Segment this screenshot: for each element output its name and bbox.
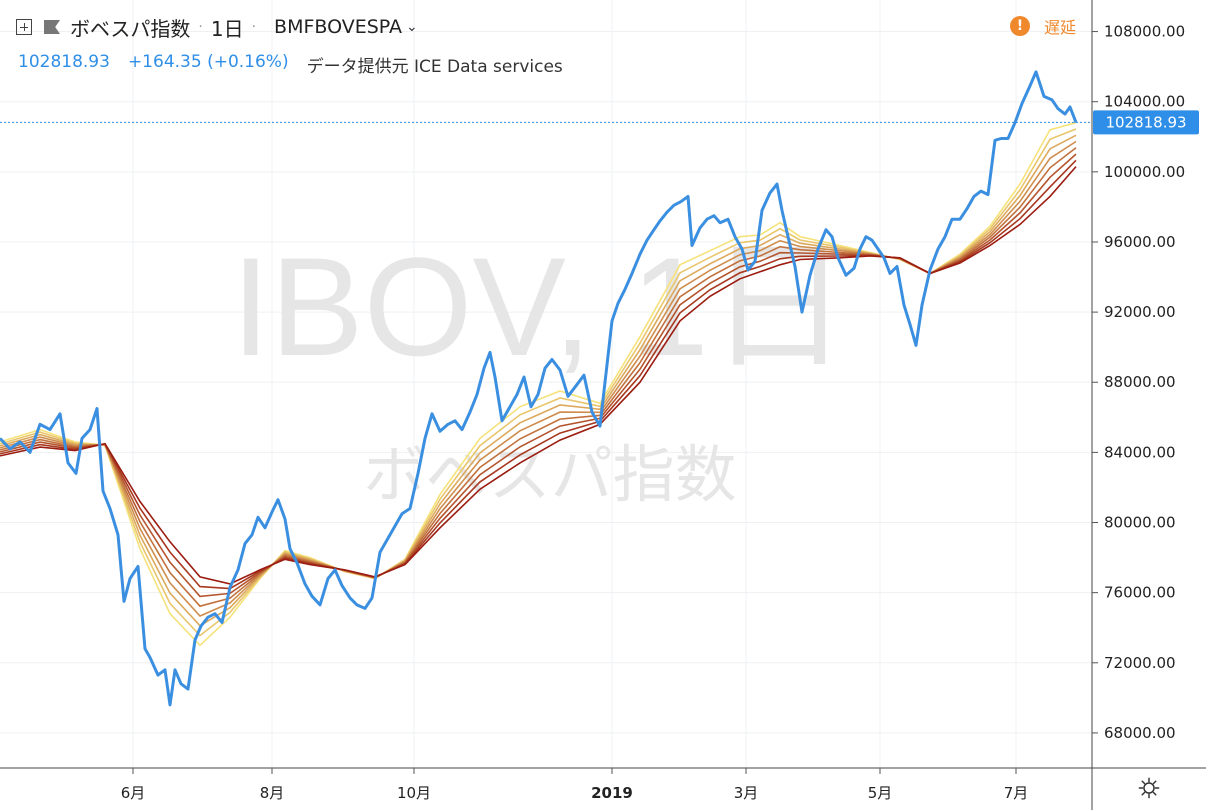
y-tick-label: 92000.00 bbox=[1104, 303, 1176, 321]
current-price: 102818.93 bbox=[18, 52, 110, 72]
separator-dot: · bbox=[251, 19, 257, 35]
y-tick-label: 68000.00 bbox=[1104, 724, 1176, 742]
y-tick-label: 76000.00 bbox=[1104, 584, 1176, 602]
delay-indicator[interactable]: ! 遅延 bbox=[1010, 14, 1076, 38]
chart-watermark: IBOV, 1日 ボベスパ指数 bbox=[231, 228, 848, 511]
delay-label: 遅延 bbox=[1044, 18, 1077, 37]
x-tick-label: 2019 bbox=[591, 784, 633, 802]
x-tick-label: 8月 bbox=[260, 784, 285, 802]
y-tick-label: 100000.00 bbox=[1104, 163, 1185, 181]
watermark-sub: ボベスパ指数 bbox=[363, 438, 736, 511]
separator-dot: · bbox=[198, 19, 203, 35]
price-change: +164.35 (+0.16%) bbox=[127, 52, 289, 72]
ma-ribbon bbox=[0, 121, 1077, 647]
chart-title: ボベスパ指数 bbox=[70, 16, 191, 41]
y-tick-label: 72000.00 bbox=[1104, 654, 1176, 672]
y-tick-label: 96000.00 bbox=[1104, 233, 1176, 251]
plus-square-icon[interactable] bbox=[16, 19, 32, 35]
last-price-label: 102818.93 bbox=[1093, 110, 1199, 135]
chart-header: ボベスパ指数 · 1日 · BMFBOVESPA ⌄ bbox=[16, 12, 418, 42]
price-series-line bbox=[0, 70, 1078, 707]
y-axis-ticks: 108000.00 104000.00 100000.00 96000.00 92000… bbox=[1092, 23, 1185, 742]
symbol-label[interactable]: BMFBOVESPA bbox=[274, 16, 403, 38]
y-tick-label: 80000.00 bbox=[1104, 514, 1176, 532]
x-tick-label: 10月 bbox=[397, 784, 431, 802]
x-tick-label: 6月 bbox=[121, 784, 146, 802]
x-tick-label: 3月 bbox=[734, 784, 759, 802]
chevron-down-icon[interactable]: ⌄ bbox=[406, 19, 418, 35]
y-tick-label: 84000.00 bbox=[1104, 443, 1176, 461]
x-tick-label: 7月 bbox=[1004, 784, 1029, 802]
alert-icon: ! bbox=[1010, 16, 1030, 36]
interval-label[interactable]: 1日 bbox=[210, 16, 244, 41]
last-price-text: 102818.93 bbox=[1105, 113, 1186, 131]
chart-grid bbox=[0, 0, 1092, 768]
y-tick-label: 88000.00 bbox=[1104, 373, 1176, 391]
last-price-badge bbox=[1093, 110, 1199, 135]
y-tick-label: 108000.00 bbox=[1104, 23, 1185, 41]
x-tick-label: 5月 bbox=[868, 784, 893, 802]
price-summary: 102818.93 +164.35 (+0.16%) データ提供元 ICE Da… bbox=[18, 52, 563, 77]
gear-icon[interactable] bbox=[1138, 777, 1160, 799]
x-axis-ticks: 6月 8月 10月 2019 3月 5月 7月 bbox=[121, 768, 1029, 802]
flag-icon[interactable] bbox=[44, 20, 60, 34]
y-tick-label: 104000.00 bbox=[1104, 93, 1185, 111]
data-source: データ提供元 ICE Data services bbox=[306, 57, 563, 77]
ma-ribbon-line bbox=[0, 166, 1077, 585]
